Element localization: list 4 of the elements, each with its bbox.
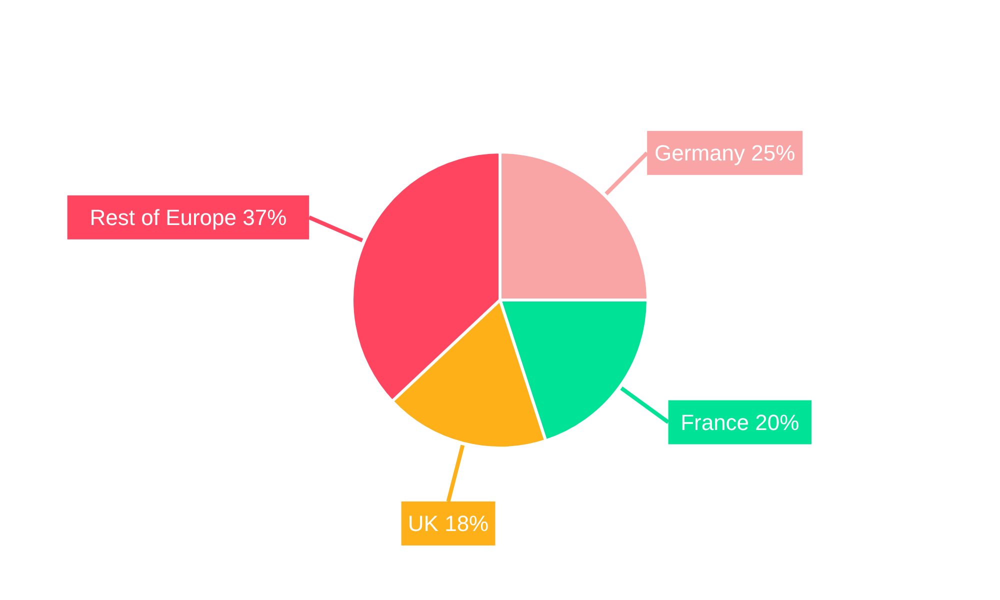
slice-label: France 20%	[680, 410, 800, 435]
slice-label: Germany 25%	[654, 140, 796, 166]
slice-label: Rest of Europe 37%	[90, 205, 287, 230]
slice-label: UK 18%	[408, 511, 489, 536]
